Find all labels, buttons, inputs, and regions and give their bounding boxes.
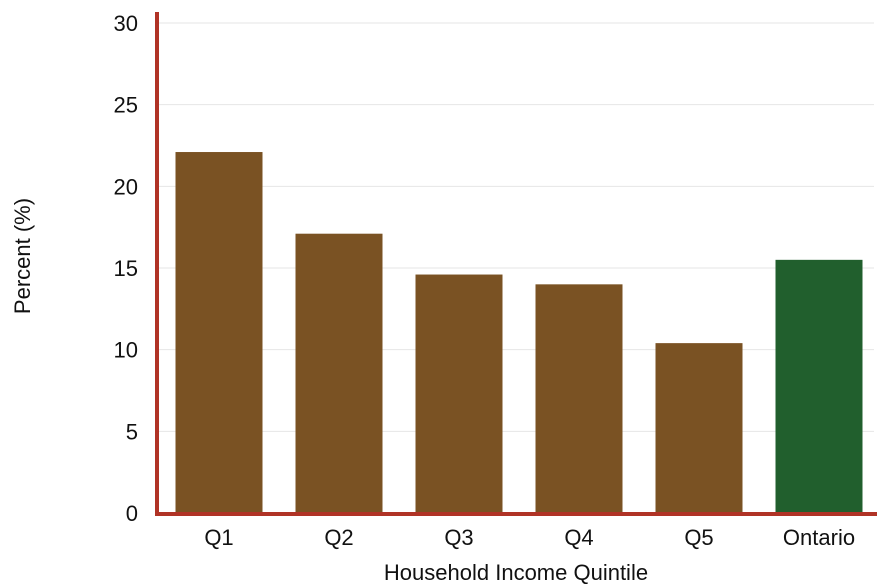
y-tick-label: 25: [114, 93, 138, 118]
x-axis-title: Household Income Quintile: [384, 560, 648, 584]
y-tick-label: 30: [114, 11, 138, 36]
y-tick-label: 5: [126, 419, 138, 444]
y-tick-label: 0: [126, 501, 138, 526]
x-tick-label: Ontario: [783, 525, 855, 550]
y-tick-labels: 0 5 10 15 20 25 30: [114, 11, 138, 526]
bar-q3: [415, 274, 503, 513]
x-tick-label: Q5: [684, 525, 713, 550]
x-tick-label: Q1: [204, 525, 233, 550]
bar-q1: [175, 152, 263, 514]
y-tick-label: 15: [114, 256, 138, 281]
x-tick-labels: Q1 Q2 Q3 Q4 Q5 Ontario: [204, 525, 855, 550]
bar-ontario: [775, 259, 863, 513]
x-tick-label: Q3: [444, 525, 473, 550]
gridlines: [157, 22, 874, 432]
bar-q2: [295, 233, 383, 513]
x-tick-label: Q2: [324, 525, 353, 550]
x-tick-label: Q4: [564, 525, 593, 550]
bars: [175, 152, 863, 514]
y-tick-label: 20: [114, 174, 138, 199]
y-axis-title: Percent (%): [10, 198, 35, 314]
y-tick-label: 10: [114, 338, 138, 363]
bar-q5: [655, 343, 743, 513]
bar-q4: [535, 284, 623, 513]
axes: [155, 12, 877, 516]
